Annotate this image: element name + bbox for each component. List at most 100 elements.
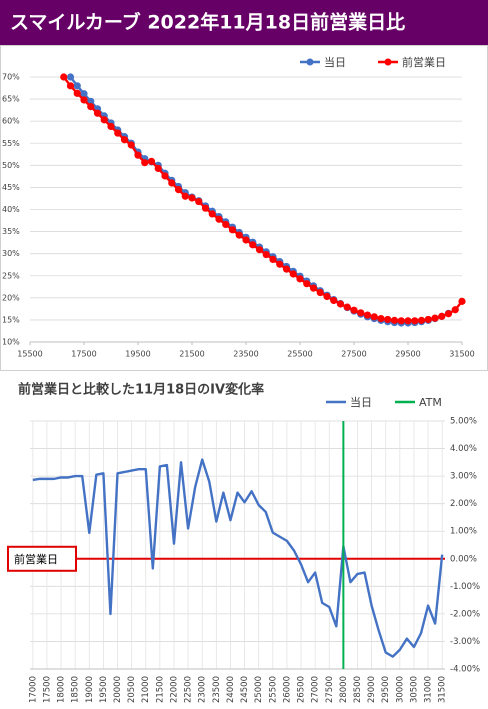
x-tick-label: 21000 xyxy=(141,676,151,703)
reference-label-box xyxy=(7,545,77,572)
point xyxy=(93,109,102,117)
point xyxy=(377,314,385,323)
point xyxy=(363,311,372,319)
y-tick-label: 3.00% xyxy=(450,472,477,482)
y-tick-label: 15% xyxy=(2,315,20,324)
point xyxy=(66,82,75,90)
x-tick-label: 27000 xyxy=(311,676,321,703)
point xyxy=(417,316,426,324)
point xyxy=(330,296,338,305)
reference-label: 前営業日 xyxy=(14,552,58,566)
point xyxy=(289,270,297,278)
x-tick-label: 17500 xyxy=(71,350,96,359)
x-tick-label: 30500 xyxy=(409,676,419,703)
point xyxy=(384,315,392,324)
point xyxy=(114,129,122,137)
y-tick-label: 45% xyxy=(2,183,20,192)
x-tick-label: 29500 xyxy=(395,350,420,359)
y-tick-label: 5.00% xyxy=(450,417,477,427)
x-tick-label: 28500 xyxy=(353,676,363,703)
point xyxy=(357,309,365,317)
x-tick-label: 22000 xyxy=(169,676,179,703)
point xyxy=(269,255,277,264)
point xyxy=(350,306,358,314)
point xyxy=(336,300,345,308)
point xyxy=(323,292,331,301)
point xyxy=(309,284,318,292)
point xyxy=(431,314,439,322)
point xyxy=(411,317,419,325)
x-tick-label: 22500 xyxy=(184,676,194,703)
x-tick-label: 23500 xyxy=(212,676,222,703)
x-tick-label: 21500 xyxy=(155,676,165,703)
point xyxy=(87,97,95,105)
x-tick-label: 23500 xyxy=(233,350,258,359)
x-tick-label: 29000 xyxy=(367,676,377,703)
y-tick-label: 65% xyxy=(2,95,20,104)
point xyxy=(66,73,75,81)
point xyxy=(343,303,351,311)
point xyxy=(154,164,162,173)
y-tick-label: 2.00% xyxy=(450,499,477,509)
y-tick-label: 20% xyxy=(2,293,20,302)
y-tick-label: 40% xyxy=(2,205,20,214)
y-tick-label: 30% xyxy=(2,249,20,258)
x-tick-label: 25000 xyxy=(254,676,264,703)
point xyxy=(208,210,216,218)
point xyxy=(316,288,324,297)
y-tick-label: -4.00% xyxy=(450,665,480,675)
x-tick-label: 17000 xyxy=(28,676,38,703)
point xyxy=(228,226,237,234)
point xyxy=(80,96,88,104)
x-tick-label: 25500 xyxy=(268,676,278,703)
point xyxy=(235,231,243,239)
point xyxy=(397,317,405,325)
point xyxy=(141,159,149,167)
point xyxy=(262,250,270,259)
y-tick-label: 25% xyxy=(2,271,20,280)
point xyxy=(161,172,169,180)
point xyxy=(195,197,203,206)
x-tick-label: 30000 xyxy=(395,676,405,703)
x-tick-label: 18000 xyxy=(57,676,67,703)
point xyxy=(242,236,250,244)
point xyxy=(73,82,81,90)
y-tick-label: 55% xyxy=(2,139,20,148)
point xyxy=(438,312,446,320)
x-tick-label: 23000 xyxy=(198,676,208,703)
x-tick-label: 17500 xyxy=(42,676,52,703)
y-tick-label: 50% xyxy=(2,161,20,170)
x-tick-label: 28000 xyxy=(339,676,349,703)
title-bar xyxy=(0,0,488,45)
point xyxy=(127,141,135,149)
x-tick-label: 19500 xyxy=(125,350,150,359)
point xyxy=(174,186,183,194)
point xyxy=(120,136,129,144)
y-tick-label: 10% xyxy=(2,338,20,347)
x-tick-label: 31500 xyxy=(449,350,474,359)
point xyxy=(215,215,223,223)
point xyxy=(73,89,81,97)
point xyxy=(100,116,108,124)
point xyxy=(188,194,196,202)
point xyxy=(60,73,68,81)
y-tick-label: 60% xyxy=(2,117,20,126)
x-tick-label: 20500 xyxy=(127,676,137,703)
point xyxy=(444,310,453,318)
point xyxy=(282,265,291,273)
x-tick-label: 19500 xyxy=(99,676,109,703)
legend-marker xyxy=(384,58,392,66)
x-tick-label: 20000 xyxy=(113,676,123,703)
x-tick-label: 24000 xyxy=(226,676,236,703)
point xyxy=(87,102,95,111)
y-tick-label: 35% xyxy=(2,227,20,236)
y-tick-label: 1.00% xyxy=(450,527,477,537)
x-tick-label: 18500 xyxy=(71,676,81,703)
point xyxy=(222,220,230,229)
point xyxy=(249,241,257,249)
point xyxy=(107,122,115,131)
point xyxy=(370,313,378,321)
point xyxy=(296,275,304,283)
y-tick-label: -2.00% xyxy=(450,609,480,619)
